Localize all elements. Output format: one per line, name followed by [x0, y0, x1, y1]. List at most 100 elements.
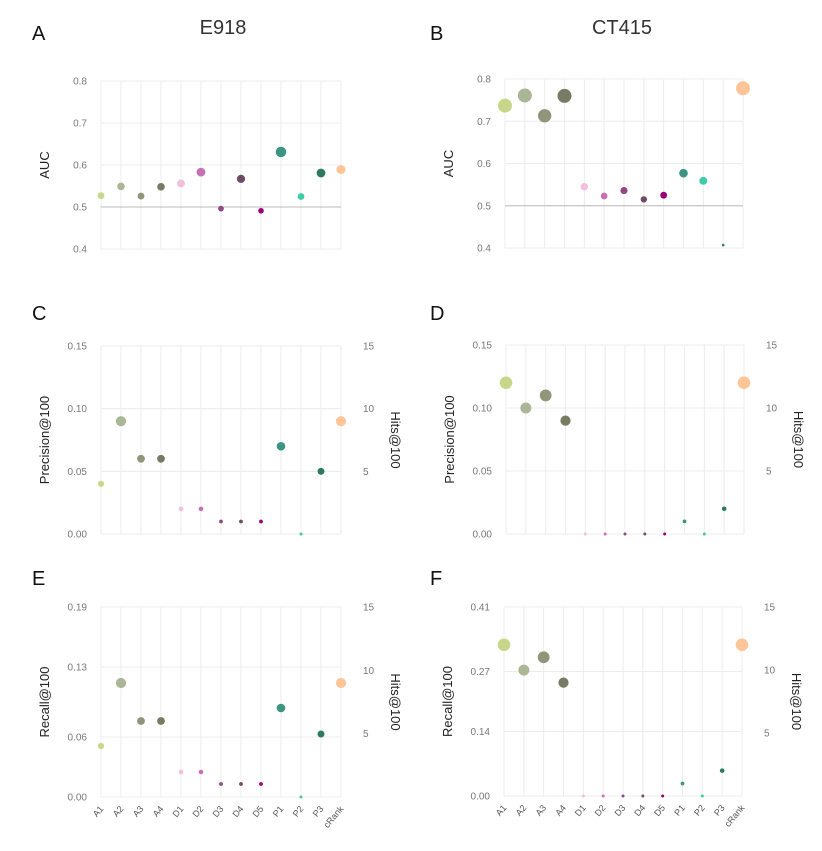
data-point-A2 — [520, 402, 532, 414]
y-tick-label: 0.13 — [68, 663, 88, 674]
data-point-D3 — [219, 782, 223, 786]
data-point-D4 — [239, 519, 243, 524]
x-tick-label: cRank — [722, 802, 746, 828]
y-tick-label: 0.10 — [473, 404, 493, 415]
panel-letter-B: B — [430, 23, 443, 45]
data-point-P1 — [276, 441, 286, 451]
data-point-D4 — [236, 174, 246, 183]
data-point-D5 — [259, 782, 263, 786]
data-point-A2 — [117, 182, 125, 191]
data-point-P1 — [679, 168, 688, 178]
data-point-D1 — [178, 506, 184, 512]
data-point-P3 — [316, 168, 326, 178]
y2-tick-label: 5 — [766, 467, 772, 478]
y2-tick-label: 5 — [764, 729, 770, 740]
x-tick-label: D2 — [593, 803, 608, 818]
y-tick-label: 0.8 — [73, 77, 87, 88]
y-tick-label: 0.05 — [68, 467, 88, 478]
x-tick-label: A1 — [91, 804, 106, 819]
x-tick-label: P2 — [291, 804, 306, 819]
panel-letter-D: D — [430, 303, 444, 325]
data-point-P3 — [721, 243, 725, 247]
data-point-P2 — [699, 176, 708, 185]
y-axis-label: Recall@100 — [440, 666, 455, 737]
data-point-D1 — [583, 532, 587, 536]
y-tick-label: 0.6 — [477, 159, 491, 170]
x-tick-label: A4 — [553, 803, 568, 818]
y2-tick-label: 15 — [766, 341, 778, 352]
data-point-D4 — [239, 782, 243, 786]
data-point-P1 — [682, 519, 687, 524]
y-tick-label: 0.5 — [73, 203, 87, 214]
data-point-D3 — [623, 532, 627, 536]
data-point-D5 — [258, 207, 264, 214]
data-point-D2 — [198, 506, 204, 512]
y-tick-label: 0.10 — [68, 404, 88, 415]
data-point-cRank — [735, 638, 749, 652]
data-point-P2 — [299, 795, 303, 799]
y2-tick-label: 15 — [363, 603, 375, 614]
data-point-cRank — [335, 416, 347, 427]
y2-tick-label: 5 — [363, 467, 369, 478]
data-point-D1 — [581, 794, 585, 798]
data-point-D3 — [219, 519, 223, 524]
data-point-A4 — [557, 88, 572, 103]
panel-letter-C: C — [32, 303, 46, 325]
data-point-A4 — [560, 415, 571, 426]
x-tick-label: P2 — [692, 803, 707, 818]
data-point-D1 — [178, 769, 184, 775]
column-title-ct415: CT415 — [592, 17, 652, 39]
y-tick-label: 0.7 — [73, 119, 87, 130]
y-tick-label: 0.5 — [477, 201, 491, 212]
data-point-D2 — [600, 192, 608, 200]
data-point-cRank — [336, 165, 346, 175]
x-tick-label: D5 — [250, 804, 265, 819]
data-point-P2 — [700, 794, 704, 798]
data-point-D3 — [620, 186, 628, 195]
panel-letter-F: F — [430, 568, 442, 590]
y-tick-label: 0.00 — [471, 792, 491, 803]
y2-tick-label: 5 — [363, 729, 369, 740]
data-point-A1 — [497, 638, 511, 652]
x-tick-label: P1 — [672, 803, 687, 818]
data-point-A2 — [115, 416, 127, 427]
x-tick-label: D2 — [190, 804, 205, 819]
x-tick-label: D4 — [230, 804, 245, 819]
data-point-D2 — [601, 794, 605, 798]
data-point-D1 — [580, 183, 589, 191]
x-tick-label: P3 — [311, 804, 326, 819]
x-tick-label: D1 — [573, 803, 588, 818]
y-tick-label: 0.8 — [477, 75, 491, 86]
data-point-cRank — [736, 81, 750, 96]
y2-tick-label: 15 — [764, 603, 776, 614]
x-tick-label: P1 — [271, 804, 286, 819]
x-tick-label: D3 — [612, 803, 627, 818]
y2-axis-label: Hits@100 — [791, 411, 806, 468]
data-point-P1 — [276, 703, 286, 713]
data-point-A1 — [97, 480, 105, 487]
y-tick-label: 0.15 — [473, 341, 493, 352]
data-point-P1 — [275, 146, 287, 158]
y-tick-label: 0.6 — [73, 161, 87, 172]
data-point-D5 — [661, 794, 665, 798]
x-tick-label: P3 — [712, 803, 727, 818]
x-tick-label: D5 — [652, 803, 667, 818]
data-point-A3 — [539, 389, 552, 402]
data-point-A4 — [558, 677, 569, 688]
y2-axis-label: Hits@100 — [789, 673, 804, 730]
y-axis-label: Precision@100 — [442, 395, 457, 483]
y2-axis-label: Hits@100 — [388, 673, 403, 730]
y-tick-label: 0.00 — [68, 793, 88, 804]
x-tick-label: D3 — [210, 804, 225, 819]
data-point-cRank — [335, 677, 347, 689]
y-axis-label: AUC — [441, 150, 456, 177]
y-tick-label: 0.00 — [68, 530, 88, 541]
x-tick-label: cRank — [321, 803, 345, 829]
data-point-P2 — [299, 532, 303, 536]
data-point-cRank — [737, 376, 751, 390]
x-tick-label: A2 — [111, 804, 126, 819]
y-axis-label: Recall@100 — [37, 666, 52, 737]
data-point-D2 — [603, 532, 607, 536]
data-point-D3 — [621, 794, 625, 798]
